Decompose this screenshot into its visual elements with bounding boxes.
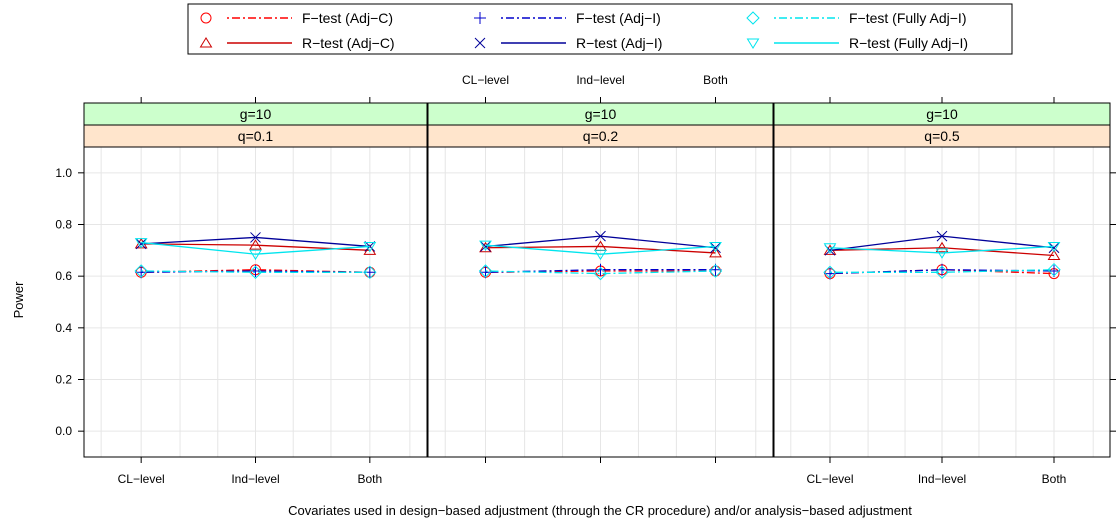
x-tick-label: CL−level — [118, 472, 165, 486]
legend-box — [187, 3, 1013, 55]
axes: CL−level Ind−level Both CL−level Ind−level Bo… — [55, 73, 1116, 486]
y-tick-label: 1.0 — [55, 166, 72, 180]
data-point-plus — [249, 265, 262, 277]
legend-label: R−test (Fully Adj−I) — [849, 35, 968, 51]
x-tick-label: Ind−level — [231, 472, 279, 486]
data-point-diamond — [708, 264, 723, 278]
data-point-triangle-down — [935, 248, 949, 259]
strip-g-label: g=10 — [240, 106, 272, 122]
panel-frame — [427, 146, 774, 458]
legend: F−test (Adj−C) R−test (Adj−C) F−test (Adj−… — [187, 3, 1013, 55]
data-point-triangle-down — [823, 243, 837, 254]
series-line — [829, 245, 1055, 254]
x-tick-label: Both — [1042, 472, 1067, 486]
y-tick-label: 0.0 — [55, 424, 72, 438]
panel-frames — [83, 146, 1111, 458]
data-point-diamond — [363, 265, 377, 279]
panel-strips: g=10 q=0.1 g=10 q=0.2 g=10 q=0.5 — [83, 102, 1111, 148]
x-tick-label: Both — [357, 472, 382, 486]
data-point-cross — [595, 230, 606, 242]
data-point-triangle-up — [935, 241, 949, 253]
data-point-cross — [936, 230, 948, 242]
data-point-diamond — [478, 264, 493, 278]
data-point-triangle-down — [363, 241, 377, 253]
strip-q-label: q=0.1 — [238, 128, 274, 144]
legend-symbol-cross — [474, 37, 486, 49]
data-point-cross — [480, 241, 491, 252]
legend-symbol-triangle-down — [746, 38, 760, 49]
data-point-triangle-up — [709, 246, 722, 258]
series-line — [485, 244, 716, 255]
strip-g-label: g=10 — [926, 106, 958, 122]
data-point-triangle-down — [1047, 241, 1061, 253]
data-point-plus — [135, 266, 148, 279]
data-point-triangle-up — [1047, 249, 1061, 260]
data-point-plus — [1048, 265, 1060, 277]
x-tick-label-top: CL−level — [462, 73, 509, 87]
legend-label: R−test (Adj−I) — [576, 35, 662, 51]
legend-symbol-plus — [474, 12, 486, 24]
grid — [84, 147, 1110, 457]
data-point-diamond — [248, 265, 263, 279]
strip-g-label: g=10 — [585, 106, 617, 122]
legend-label: F−test (Adj−C) — [302, 10, 393, 26]
x-axis-label: Covariates used in design−based adjustme… — [288, 503, 912, 518]
x-tick-label-top: Ind−level — [576, 73, 624, 87]
legend-label: R−test (Adj−C) — [302, 35, 395, 51]
x-tick-label-top: Both — [703, 73, 728, 87]
series-line — [141, 270, 370, 273]
data-point-triangle-down — [249, 249, 262, 261]
panel-frame — [83, 146, 428, 458]
series-line — [141, 241, 370, 255]
y-tick-label: 0.8 — [55, 218, 72, 232]
data-point-diamond — [1047, 263, 1061, 277]
x-tick-label: CL−level — [806, 472, 853, 486]
data-point-diamond — [134, 264, 148, 278]
data-point-plus — [709, 263, 722, 276]
panel-frame — [773, 146, 1111, 458]
data-point-cross — [135, 238, 147, 250]
x-tick-label: Ind−level — [918, 472, 966, 486]
legend-symbol-circle — [200, 12, 212, 24]
y-tick-label: 0.2 — [55, 373, 72, 387]
series — [134, 230, 1061, 281]
legend-label: F−test (Adj−I) — [576, 10, 661, 26]
data-point-diamond — [593, 266, 608, 281]
data-point-plus — [824, 267, 836, 280]
legend-symbol-diamond — [746, 11, 760, 25]
data-point-triangle-down — [709, 241, 722, 253]
data-point-diamond — [935, 265, 949, 279]
legend-label: F−test (Fully Adj−I) — [849, 10, 966, 26]
y-tick-label: 0.6 — [55, 269, 72, 283]
data-point-triangle-up — [249, 239, 262, 250]
data-point-cross — [710, 242, 721, 254]
series-line — [485, 270, 716, 275]
legend-symbol-triangle-up — [199, 37, 213, 48]
data-point-diamond — [823, 265, 837, 279]
series-line — [830, 269, 1055, 273]
strip-q-label: q=0.5 — [924, 128, 960, 144]
data-point-triangle-down — [479, 240, 492, 252]
data-point-triangle-up — [479, 241, 492, 253]
data-point-plus — [479, 266, 492, 279]
data-point-plus — [594, 263, 607, 276]
y-axis-label: Power — [11, 281, 26, 319]
series-line — [485, 245, 716, 254]
y-tick-label: 0.4 — [55, 321, 72, 335]
strip-q-label: q=0.2 — [583, 128, 619, 144]
data-point-triangle-down — [594, 249, 607, 261]
data-point-cross — [1048, 242, 1060, 254]
data-point-triangle-down — [134, 238, 148, 249]
data-point-cross — [250, 232, 261, 243]
